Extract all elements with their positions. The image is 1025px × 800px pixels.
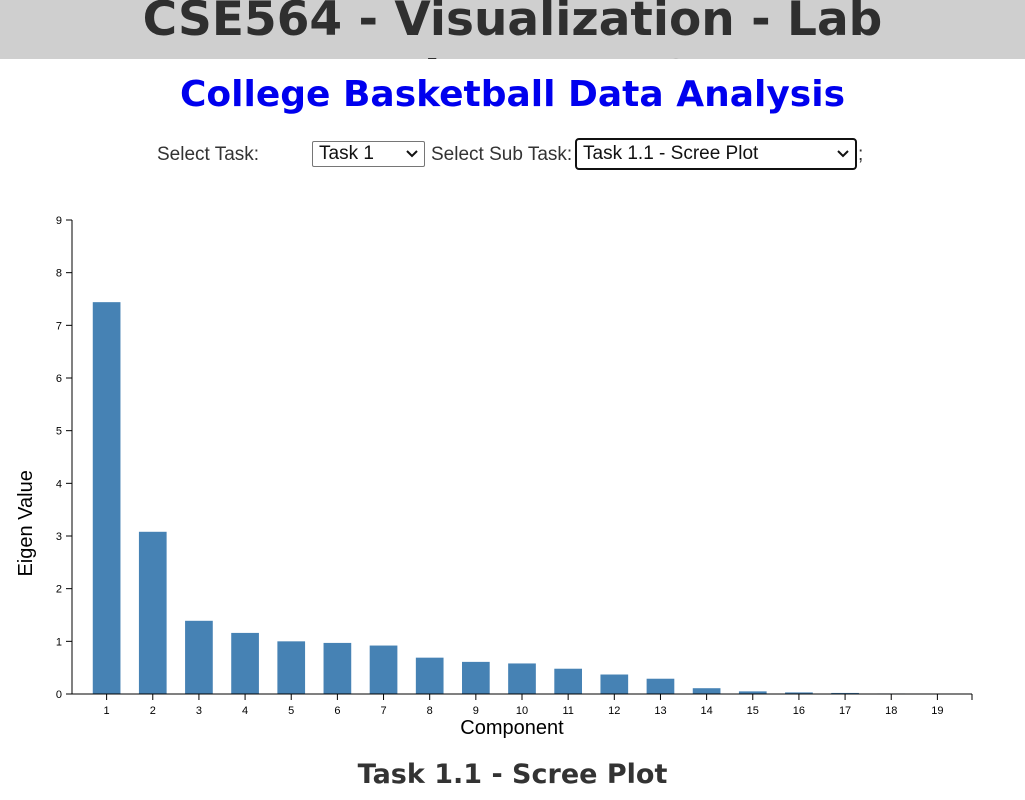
bar-component-1 [92, 302, 121, 694]
x-tick-label-9: 9 [473, 705, 479, 717]
bar-component-6 [323, 642, 352, 694]
bar-component-2 [138, 531, 167, 694]
bar-component-15 [738, 691, 767, 694]
task-select-label: Select Task: [157, 144, 260, 165]
x-tick-label-18: 18 [885, 705, 897, 717]
x-tick-label-1: 1 [104, 705, 110, 717]
bar-component-9 [462, 661, 490, 694]
x-axis-label: Component [460, 717, 564, 739]
chevron-down-icon [406, 142, 418, 173]
x-tick-label-8: 8 [427, 705, 433, 717]
x-tick-label-2: 2 [150, 705, 156, 717]
y-tick-label-4: 4 [56, 478, 62, 490]
task-select[interactable]: Task 1 [312, 141, 425, 167]
y-tick-label-2: 2 [56, 584, 62, 596]
subtask-select[interactable]: Task 1.1 - Scree Plot [575, 138, 857, 170]
y-tick-label-0: 0 [56, 689, 62, 701]
x-tick-label-17: 17 [839, 705, 851, 717]
bar-component-4 [231, 632, 259, 694]
y-tick-label-8: 8 [56, 268, 62, 280]
x-tick-label-6: 6 [334, 705, 340, 717]
y-tick-label-9: 9 [56, 215, 62, 227]
page-title: CSE564 - Visualization - Lab Assignment … [142, 0, 883, 59]
x-tick-label-5: 5 [288, 705, 294, 717]
chevron-down-icon [837, 140, 849, 177]
y-tick-label-5: 5 [56, 426, 62, 438]
scree-plot-container: 0 1 2 3 4 5 6 7 8 9 1 2 3 4 5 6 7 8 9 10 11 12 13 14 15 16 17 18 19 C… [0, 200, 1025, 800]
y-tick-label-6: 6 [56, 373, 62, 385]
x-tick-label-11: 11 [562, 705, 573, 717]
x-tick-label-3: 3 [196, 705, 202, 717]
y-axis-label: Eigen Value [15, 470, 37, 576]
bar-component-16 [785, 692, 813, 694]
subtask-select-value: Task 1.1 - Scree Plot [583, 143, 759, 164]
bar-component-5 [277, 641, 306, 694]
task-controls: Select Task: Task 1 Select Sub Task: Tas… [0, 138, 1025, 170]
x-tick-label-16: 16 [793, 705, 805, 717]
bar-component-3 [185, 620, 213, 694]
bar-component-10 [508, 663, 536, 694]
y-tick-label-7: 7 [56, 320, 62, 332]
x-tick-label-13: 13 [654, 705, 666, 717]
top-banner: CSE564 - Visualization - Lab Assignment … [0, 0, 1025, 59]
y-tick-label-3: 3 [56, 531, 62, 543]
x-tick-label-4: 4 [242, 705, 248, 717]
x-tick-label-15: 15 [747, 705, 759, 717]
bar-component-17 [831, 692, 859, 694]
x-tick-label-12: 12 [608, 705, 620, 717]
x-tick-label-19: 19 [931, 705, 943, 717]
bar-component-8 [415, 657, 444, 694]
x-tick-label-14: 14 [700, 705, 712, 717]
trailing-semicolon: ; [858, 144, 864, 165]
x-tick-label-7: 7 [380, 705, 386, 717]
x-tick-label-10: 10 [516, 705, 528, 717]
bar-component-12 [600, 674, 629, 694]
page-subtitle: College Basketball Data Analysis [180, 74, 845, 115]
bar-component-14 [692, 688, 721, 694]
y-tick-label-1: 1 [56, 636, 62, 648]
bar-component-11 [554, 668, 582, 694]
subtask-select-label: Select Sub Task: [431, 144, 573, 165]
task-select-value: Task 1 [319, 143, 374, 164]
bar-component-7 [369, 645, 398, 694]
bar-component-13 [646, 678, 675, 694]
chart-title: Task 1.1 - Scree Plot [357, 759, 668, 790]
